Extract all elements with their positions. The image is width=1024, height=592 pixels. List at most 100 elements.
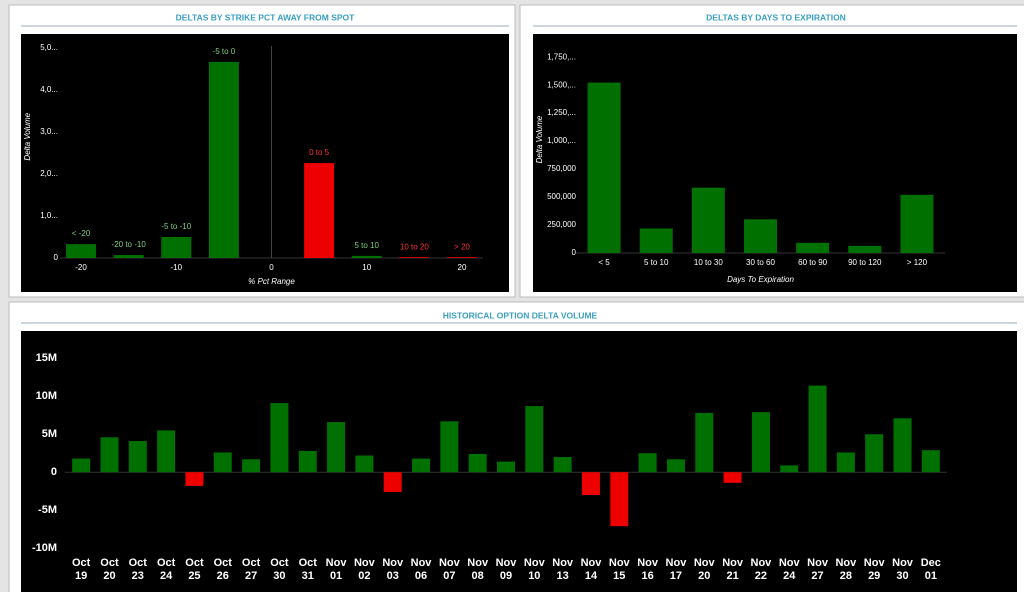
x-tick-label: Nov 14 bbox=[580, 557, 602, 582]
bar bbox=[446, 257, 477, 258]
bar bbox=[581, 472, 600, 496]
x-tick-label: > 120 bbox=[907, 258, 928, 267]
bar bbox=[553, 457, 572, 473]
x-tick-label: Nov 21 bbox=[722, 557, 743, 582]
x-tick-label: Nov 01 bbox=[325, 557, 347, 582]
bar bbox=[399, 257, 430, 258]
x-tick-label: Oct 23 bbox=[128, 557, 147, 582]
x-tick-label: 90 to 120 bbox=[848, 258, 882, 267]
y-axis-label: Delta Volume bbox=[535, 115, 544, 163]
x-tick-label: Nov 27 bbox=[807, 557, 828, 582]
x-tick-label: -20 bbox=[75, 263, 87, 272]
x-tick-label: Oct 25 bbox=[185, 557, 204, 582]
y-axis-label: Delta Volume bbox=[23, 112, 32, 160]
y-tick-label: 1,500,... bbox=[547, 80, 576, 89]
bar-label: -5 to -10 bbox=[161, 222, 191, 231]
bar bbox=[723, 472, 742, 483]
y-tick-label: 1,000,... bbox=[547, 136, 576, 145]
x-tick-label: 5 to 10 bbox=[644, 258, 669, 267]
x-tick-label: Nov 20 bbox=[693, 557, 715, 582]
chart-title: HISTORICAL OPTION DELTA VOLUME bbox=[443, 310, 598, 320]
x-tick-label: Oct 26 bbox=[213, 557, 232, 582]
x-tick-label: Oct 27 bbox=[241, 557, 261, 582]
x-tick-label: Nov 06 bbox=[410, 557, 432, 582]
bar bbox=[848, 245, 882, 253]
x-tick-label: Nov 02 bbox=[353, 557, 375, 582]
x-tick-label: Nov 30 bbox=[892, 557, 913, 582]
chart-title: DELTAS BY DAYS TO EXPIRATION bbox=[706, 12, 846, 22]
bar bbox=[836, 452, 855, 473]
bar-label: < -20 bbox=[72, 229, 91, 238]
bar bbox=[440, 421, 459, 473]
bar bbox=[808, 385, 827, 473]
x-tick-label: 10 bbox=[362, 263, 371, 272]
bar bbox=[66, 244, 97, 258]
y-tick-label: 0 bbox=[54, 253, 59, 262]
x-tick-label: 0 bbox=[269, 263, 274, 272]
bar bbox=[497, 461, 515, 473]
x-tick-label: Nov 16 bbox=[637, 557, 658, 582]
bar bbox=[638, 453, 657, 473]
bar-label: -5 to 0 bbox=[213, 47, 236, 56]
x-tick-label: Oct 20 bbox=[100, 557, 119, 582]
x-tick-label: Nov 13 bbox=[552, 557, 574, 582]
bar bbox=[298, 450, 317, 473]
x-tick-label: Nov 15 bbox=[608, 557, 630, 582]
bar bbox=[327, 422, 346, 473]
bar bbox=[610, 472, 629, 527]
bar bbox=[185, 472, 204, 486]
x-tick-label: Nov 24 bbox=[778, 557, 800, 582]
bar bbox=[128, 441, 147, 473]
x-tick-label: Oct 19 bbox=[71, 557, 91, 582]
plot-area bbox=[21, 34, 509, 292]
bar-label: 10 to 20 bbox=[400, 242, 429, 251]
x-tick-label: Oct 30 bbox=[270, 557, 289, 582]
bar bbox=[157, 430, 176, 473]
bar bbox=[242, 459, 261, 473]
bar bbox=[72, 458, 91, 473]
x-tick-label: Nov 07 bbox=[438, 557, 460, 582]
y-tick-label: 10M bbox=[36, 390, 57, 402]
y-tick-label: 0 bbox=[51, 466, 57, 478]
bar bbox=[208, 61, 239, 258]
bar bbox=[900, 194, 934, 253]
x-axis-label: Days To Expiration bbox=[727, 275, 794, 284]
x-tick-label: 30 to 60 bbox=[746, 258, 775, 267]
bar bbox=[100, 437, 119, 473]
x-tick-label: Nov 08 bbox=[467, 557, 489, 582]
bar bbox=[921, 450, 940, 473]
bar bbox=[351, 255, 382, 258]
x-tick-label: -10 bbox=[170, 263, 182, 272]
x-tick-label: 20 bbox=[458, 263, 467, 272]
bar bbox=[744, 219, 777, 253]
x-axis-label: % Pct Range bbox=[248, 277, 295, 286]
bar bbox=[213, 452, 232, 473]
x-tick-label: Oct 31 bbox=[298, 557, 317, 582]
bar-label: > 20 bbox=[454, 242, 470, 251]
bar-label: -20 to -10 bbox=[112, 240, 147, 249]
bar bbox=[666, 459, 685, 473]
y-tick-label: 5,0... bbox=[40, 43, 58, 52]
bar bbox=[525, 406, 544, 473]
bar bbox=[865, 434, 884, 473]
y-tick-label: 15M bbox=[36, 352, 57, 364]
bar bbox=[691, 187, 725, 253]
bar bbox=[639, 228, 673, 253]
bar bbox=[695, 412, 714, 473]
y-tick-label: -10M bbox=[32, 542, 57, 554]
bar bbox=[468, 453, 487, 473]
bar bbox=[796, 242, 830, 253]
x-tick-label: < 5 bbox=[598, 258, 610, 267]
x-tick-label: Nov 22 bbox=[750, 557, 772, 582]
y-tick-label: 750,000 bbox=[547, 164, 576, 173]
bar-label: 0 to 5 bbox=[309, 148, 330, 157]
bar bbox=[270, 403, 289, 473]
x-tick-label: Nov 17 bbox=[665, 557, 687, 582]
bar bbox=[383, 472, 402, 492]
bar bbox=[304, 163, 335, 258]
y-tick-label: 4,0... bbox=[40, 85, 58, 94]
x-tick-label: Nov 28 bbox=[835, 557, 857, 582]
y-tick-label: 1,0... bbox=[40, 211, 58, 220]
